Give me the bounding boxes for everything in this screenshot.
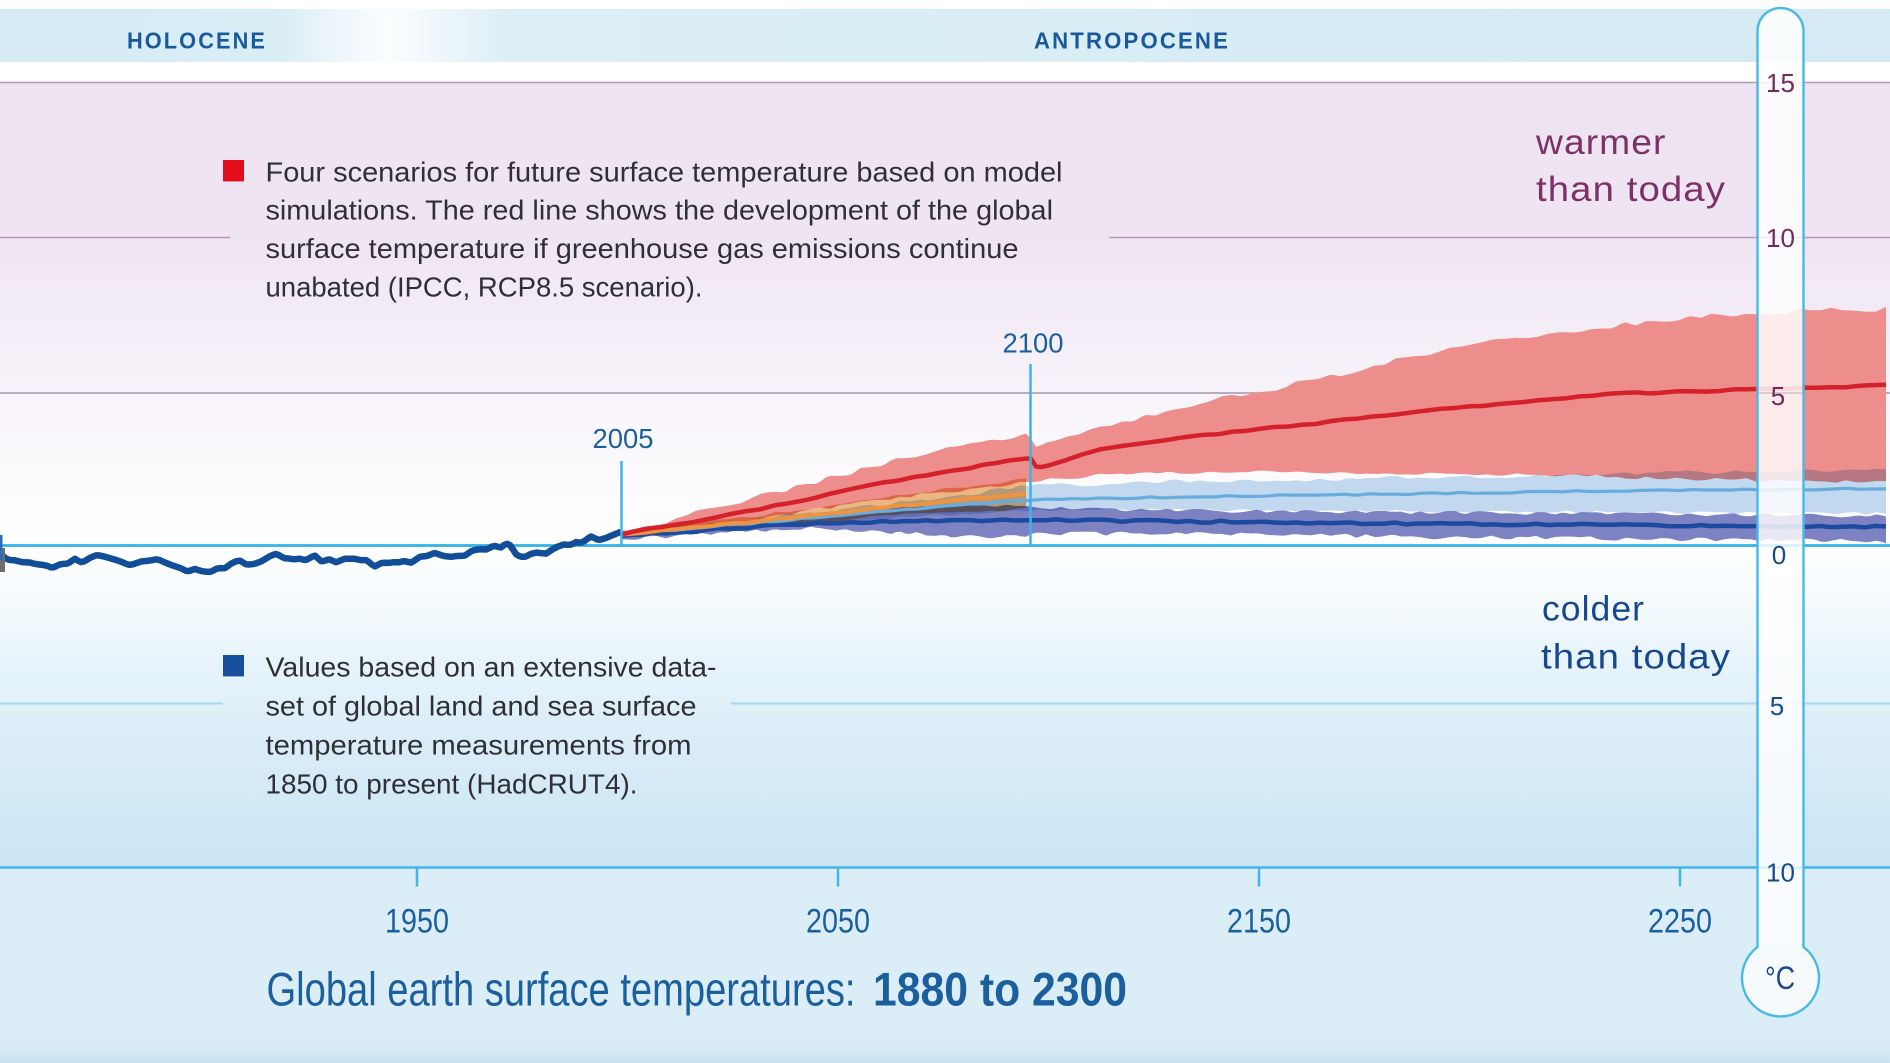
- svg-text:5: 5: [1771, 381, 1785, 411]
- svg-text:0: 0: [1772, 540, 1786, 570]
- svg-text:unabated (IPCC, RCP8.5 scenari: unabated (IPCC, RCP8.5 scenario).: [266, 271, 703, 302]
- svg-text:surface temperature if greenho: surface temperature if greenhouse gas em…: [266, 233, 1019, 264]
- svg-text:2005: 2005: [593, 423, 654, 454]
- svg-text:colder: colder: [1542, 589, 1645, 629]
- svg-text:1850 to present (HadCRUT4).: 1850 to present (HadCRUT4).: [266, 768, 638, 799]
- svg-text:10: 10: [1766, 858, 1795, 888]
- svg-text:2100: 2100: [1003, 328, 1064, 359]
- svg-text:simulations. The red line show: simulations. The red line shows the deve…: [266, 195, 1054, 226]
- svg-text:HOLOCENE: HOLOCENE: [127, 28, 267, 54]
- svg-text:than today: than today: [1536, 169, 1726, 209]
- svg-text:2250: 2250: [1648, 903, 1712, 941]
- svg-text:2150: 2150: [1227, 903, 1291, 941]
- svg-text:15: 15: [1766, 68, 1795, 98]
- svg-text:Values based on an extensive d: Values based on an extensive data-: [266, 651, 717, 682]
- svg-text:warmer: warmer: [1535, 122, 1667, 162]
- svg-text:2050: 2050: [806, 903, 870, 941]
- svg-text:10: 10: [1766, 223, 1795, 253]
- svg-text:°C: °C: [1765, 960, 1795, 996]
- svg-text:Four scenarios for future surf: Four scenarios for future surface temper…: [266, 156, 1063, 187]
- svg-text:temperature measurements from: temperature measurements from: [266, 729, 692, 760]
- svg-text:ANTROPOCENE: ANTROPOCENE: [1034, 28, 1230, 54]
- svg-text:1950: 1950: [385, 903, 449, 941]
- svg-text:5: 5: [1770, 691, 1784, 721]
- svg-text:set of global land and sea sur: set of global land and sea surface: [266, 690, 697, 721]
- svg-text:than today: than today: [1541, 637, 1731, 677]
- svg-text:Global earth surface temperatu: Global earth surface temperatures: 1880 t…: [267, 963, 1128, 1016]
